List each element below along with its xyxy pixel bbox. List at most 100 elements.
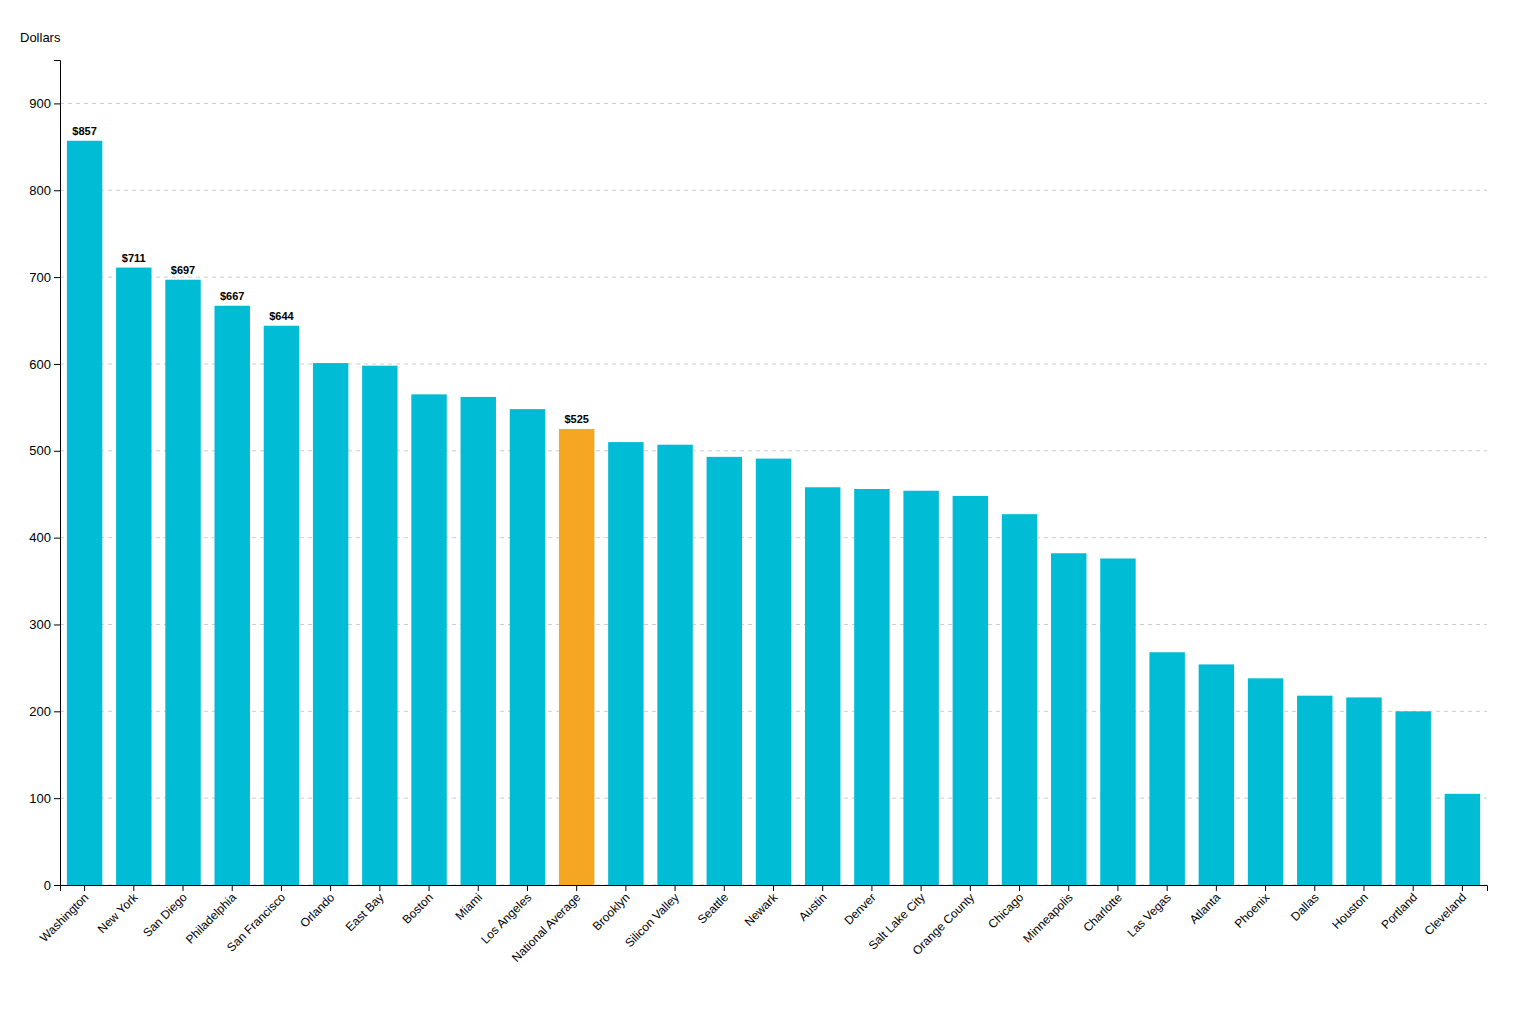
x-tick-mark xyxy=(330,885,331,891)
x-tick-label: Washington xyxy=(37,890,91,944)
x-tick-mark xyxy=(1167,885,1168,891)
bar xyxy=(362,366,397,885)
grid xyxy=(60,103,1487,885)
bar xyxy=(264,326,299,885)
x-tick: Dallas xyxy=(1288,885,1321,924)
data-label: $711 xyxy=(122,252,146,264)
bar xyxy=(657,445,692,885)
y-tick-label: 300 xyxy=(29,617,51,632)
x-tick-mark xyxy=(871,885,872,891)
x-tick-label: Orange County xyxy=(910,890,977,957)
x-tick-label: Orlando xyxy=(297,890,337,930)
data-label: $667 xyxy=(220,290,244,302)
x-tick: Brooklyn xyxy=(590,885,633,933)
chart-container: 0100200300400500600700800900WashingtonNe… xyxy=(0,0,1517,1015)
bar xyxy=(1100,558,1135,885)
data-labels: $857$711$697$667$644$525 xyxy=(72,125,589,425)
bar xyxy=(67,141,102,885)
x-tick-mark xyxy=(921,885,922,891)
x-tick-mark xyxy=(232,885,233,891)
x-tick-label: Boston xyxy=(400,890,436,926)
x-tick-mark xyxy=(576,885,577,891)
x-tick-label: Brooklyn xyxy=(590,890,633,933)
x-tick-mark xyxy=(773,885,774,891)
bar xyxy=(903,491,938,885)
y-tick: 0 xyxy=(44,878,60,893)
bar xyxy=(411,394,446,885)
y-tick: 500 xyxy=(29,443,60,458)
y-tick-mark xyxy=(54,624,60,625)
x-tick-label: Minneapolis xyxy=(1020,890,1075,945)
x-tick-label: Silicon Valley xyxy=(622,890,682,950)
x-tick-label: Austin xyxy=(796,890,829,923)
y-tick-mark xyxy=(54,885,60,886)
x-tick: Las Vegas xyxy=(1124,885,1174,940)
bar xyxy=(116,268,151,885)
bar xyxy=(854,489,889,885)
x-tick: Silicon Valley xyxy=(622,885,682,950)
x-tick: Washington xyxy=(37,885,91,945)
bar xyxy=(805,487,840,885)
x-tick-mark xyxy=(84,885,85,891)
y-tick-mark xyxy=(54,190,60,191)
data-label: $525 xyxy=(564,413,588,425)
x-tick-mark xyxy=(1462,885,1463,891)
bar xyxy=(1051,553,1086,885)
x-tick-label: Portland xyxy=(1378,890,1420,932)
y-tick-label: 200 xyxy=(29,704,51,719)
x-tick: Boston xyxy=(400,885,436,927)
y-tick-label: 700 xyxy=(29,270,51,285)
x-tick-mark xyxy=(1363,885,1364,891)
y-tick-mark xyxy=(54,103,60,104)
x-tick: Denver xyxy=(841,885,878,928)
x-tick-label: Cleveland xyxy=(1422,890,1470,938)
bar xyxy=(559,429,594,885)
bar xyxy=(1346,697,1381,885)
x-tick-label: Atlanta xyxy=(1187,890,1224,927)
bar xyxy=(1297,696,1332,885)
bar xyxy=(953,496,988,885)
x-tick-mark xyxy=(478,885,479,891)
x-tick: Cleveland xyxy=(1422,885,1470,938)
x-tick-mark xyxy=(970,885,971,891)
x-tick: Minneapolis xyxy=(1020,885,1075,946)
x-tick-mark xyxy=(724,885,725,891)
bar xyxy=(1002,514,1037,885)
x-tick-mark xyxy=(1019,885,1020,891)
grid-line xyxy=(60,103,1487,104)
x-tick-label: Phoenix xyxy=(1232,890,1273,931)
x-tick-mark xyxy=(1117,885,1118,891)
x-tick-label: East Bay xyxy=(343,890,387,934)
grid-line xyxy=(60,190,1487,191)
x-tick-label: Charlotte xyxy=(1080,890,1125,935)
x-tick-mark xyxy=(675,885,676,891)
y-tick-label: 900 xyxy=(29,96,51,111)
y-axis-line xyxy=(54,61,61,886)
x-tick-mark xyxy=(822,885,823,891)
grid-line xyxy=(60,277,1487,278)
y-axis: 0100200300400500600700800900 xyxy=(29,61,60,893)
y-tick: 200 xyxy=(29,704,60,719)
x-tick: San Diego xyxy=(140,885,190,940)
y-tick-label: 0 xyxy=(44,878,51,893)
bar xyxy=(1149,652,1184,885)
x-tick: Atlanta xyxy=(1187,885,1224,927)
x-tick: New York xyxy=(95,885,141,936)
x-tick: Miami xyxy=(453,885,486,923)
y-tick: 800 xyxy=(29,183,60,198)
x-tick: Austin xyxy=(796,885,829,924)
bar xyxy=(1445,794,1480,885)
x-tick: San Francisco xyxy=(224,885,288,955)
chart-svg: 0100200300400500600700800900WashingtonNe… xyxy=(0,0,1517,1015)
data-label: $697 xyxy=(171,264,195,276)
x-tick-mark xyxy=(625,885,626,891)
bar xyxy=(707,457,742,885)
x-tick: Chicago xyxy=(985,885,1026,931)
x-tick-label: Seattle xyxy=(695,890,732,927)
bar xyxy=(756,459,791,885)
x-tick-label: Denver xyxy=(841,890,878,927)
x-tick-mark xyxy=(527,885,528,891)
x-tick: Houston xyxy=(1329,885,1371,932)
bars xyxy=(67,141,1480,885)
bar xyxy=(510,409,545,885)
